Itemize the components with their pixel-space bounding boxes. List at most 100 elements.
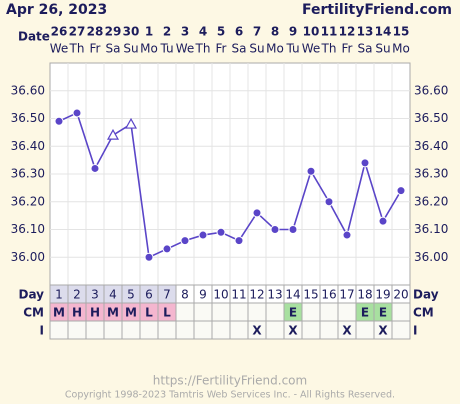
day-number: 12 bbox=[249, 288, 264, 302]
cm-value: L bbox=[163, 306, 171, 320]
day-number: 13 bbox=[267, 288, 282, 302]
date: 6 bbox=[235, 25, 243, 39]
day-number: 6 bbox=[145, 288, 153, 302]
y-tick-label-right: 36.50 bbox=[414, 111, 448, 125]
i-cell bbox=[211, 320, 231, 340]
row-label: I bbox=[40, 324, 44, 338]
i-cell bbox=[85, 320, 105, 340]
weekday: Sa bbox=[358, 42, 373, 56]
y-tick-label: 36.10 bbox=[11, 222, 45, 236]
y-tick-label-right: 36.20 bbox=[414, 194, 448, 208]
row-label-right: Day bbox=[413, 288, 439, 302]
row-label-right: I bbox=[413, 324, 417, 338]
i-cell bbox=[391, 320, 411, 340]
i-cell bbox=[121, 320, 141, 340]
cm-value: L bbox=[145, 306, 153, 320]
weekday: Fr bbox=[216, 42, 227, 56]
temp-point bbox=[72, 108, 82, 118]
temp-point bbox=[360, 158, 370, 168]
date: 30 bbox=[123, 25, 140, 39]
i-cell bbox=[175, 320, 195, 340]
date: 29 bbox=[105, 25, 122, 39]
row-label: Day bbox=[18, 288, 44, 302]
y-tick-label-right: 36.40 bbox=[414, 139, 448, 153]
cm-cell bbox=[175, 302, 195, 322]
weekday: Th bbox=[195, 42, 211, 56]
cm-cell bbox=[193, 302, 213, 322]
date-label: Date bbox=[18, 30, 50, 44]
temp-point bbox=[342, 230, 352, 240]
temp-point bbox=[162, 244, 172, 254]
y-tick-label: 36.20 bbox=[11, 194, 45, 208]
cm-cell bbox=[247, 302, 267, 322]
weekday: Tu bbox=[159, 42, 173, 56]
date: 11 bbox=[321, 25, 338, 39]
footer-url: https://FertilityFriend.com bbox=[153, 374, 307, 388]
day-number: 9 bbox=[199, 288, 207, 302]
row-label-right: CM bbox=[413, 306, 434, 320]
weekday: We bbox=[176, 42, 195, 56]
y-tick-label-right: 36.00 bbox=[414, 250, 448, 264]
weekday: Fr bbox=[342, 42, 353, 56]
copyright: Copyright 1998-2023 Tamtris Web Services… bbox=[65, 390, 395, 401]
day-number: 15 bbox=[303, 288, 318, 302]
date: 10 bbox=[303, 25, 320, 39]
day-number: 8 bbox=[181, 288, 189, 302]
i-cell bbox=[157, 320, 177, 340]
weekday: Tu bbox=[285, 42, 299, 56]
y-tick-label-right: 36.60 bbox=[414, 83, 448, 97]
weekday: Sa bbox=[106, 42, 121, 56]
date: 1 bbox=[145, 25, 153, 39]
chart-title: Apr 26, 2023 bbox=[6, 2, 107, 18]
cm-cell bbox=[337, 302, 357, 322]
day-number: 20 bbox=[393, 288, 408, 302]
date: 9 bbox=[289, 25, 297, 39]
date: 7 bbox=[253, 25, 261, 39]
temp-point bbox=[324, 197, 334, 207]
i-cell bbox=[103, 320, 123, 340]
row-label: CM bbox=[23, 306, 44, 320]
temp-point bbox=[144, 252, 154, 262]
temp-point bbox=[180, 236, 190, 246]
cm-cell bbox=[391, 302, 411, 322]
y-tick-label-right: 36.10 bbox=[414, 222, 448, 236]
i-cell bbox=[229, 320, 249, 340]
day-number: 1 bbox=[55, 288, 63, 302]
site-name: FertilityFriend.com bbox=[302, 2, 452, 18]
cm-value: E bbox=[361, 306, 369, 320]
weekday: Su bbox=[123, 42, 138, 56]
i-cell bbox=[319, 320, 339, 340]
y-tick-label-right: 36.30 bbox=[414, 167, 448, 181]
cm-cell bbox=[301, 302, 321, 322]
cm-cell bbox=[229, 302, 249, 322]
date: 13 bbox=[357, 25, 374, 39]
cm-cell bbox=[265, 302, 285, 322]
day-number: 10 bbox=[213, 288, 228, 302]
date: 5 bbox=[217, 25, 225, 39]
weekday: We bbox=[50, 42, 69, 56]
cm-cell bbox=[211, 302, 231, 322]
cm-value: M bbox=[107, 306, 119, 320]
cm-value: E bbox=[379, 306, 387, 320]
date: 28 bbox=[87, 25, 104, 39]
temp-point bbox=[90, 163, 100, 173]
cm-value: M bbox=[125, 306, 137, 320]
y-tick-label: 36.30 bbox=[11, 167, 45, 181]
date: 14 bbox=[375, 25, 392, 39]
day-number: 14 bbox=[285, 288, 300, 302]
weekday: Sa bbox=[232, 42, 247, 56]
temp-point bbox=[216, 227, 226, 237]
date: 8 bbox=[271, 25, 279, 39]
day-number: 19 bbox=[375, 288, 390, 302]
day-number: 3 bbox=[91, 288, 99, 302]
y-tick-label: 36.00 bbox=[11, 250, 45, 264]
i-cell bbox=[265, 320, 285, 340]
weekday: Su bbox=[249, 42, 264, 56]
day-number: 2 bbox=[73, 288, 81, 302]
cm-value: H bbox=[72, 306, 82, 320]
date: 3 bbox=[181, 25, 189, 39]
i-cell bbox=[139, 320, 159, 340]
day-number: 16 bbox=[321, 288, 336, 302]
cm-value: E bbox=[289, 306, 297, 320]
day-number: 4 bbox=[109, 288, 117, 302]
